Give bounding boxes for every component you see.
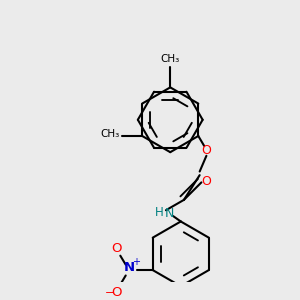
Text: O: O bbox=[201, 175, 211, 188]
Text: O: O bbox=[112, 242, 122, 254]
Text: O: O bbox=[202, 144, 211, 157]
Text: CH₃: CH₃ bbox=[100, 129, 120, 139]
Text: N: N bbox=[124, 261, 135, 274]
Text: H: H bbox=[155, 206, 164, 218]
Text: N: N bbox=[165, 207, 174, 220]
Text: +: + bbox=[132, 257, 140, 267]
Text: −: − bbox=[104, 288, 114, 298]
Text: O: O bbox=[112, 286, 122, 299]
Text: CH₃: CH₃ bbox=[160, 54, 180, 64]
